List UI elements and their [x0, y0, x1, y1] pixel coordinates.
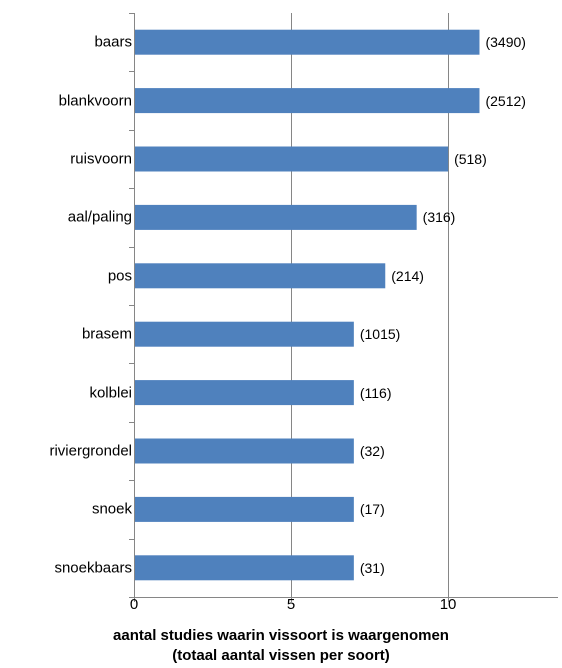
- data-label: (518): [454, 151, 487, 167]
- x-axis-title-line2: (totaal aantal vissen per soort): [172, 647, 390, 664]
- bar-ruisvoorn: [135, 146, 449, 172]
- category-label: kolblei: [89, 384, 132, 402]
- bar-brasem: [135, 321, 354, 347]
- category-label: aal/paling: [67, 208, 132, 226]
- bar-aal-paling: [135, 204, 417, 230]
- data-label: (3490): [485, 34, 526, 51]
- data-label: (316): [422, 209, 456, 226]
- category-label: brasem: [81, 325, 132, 343]
- data-label: (31): [359, 559, 385, 576]
- data-label: (17): [359, 501, 385, 518]
- x-axis-title: aantal studies waarin vissoort is waarge…: [0, 626, 562, 666]
- data-label: (32): [359, 443, 385, 459]
- bar-blankvoorn: [135, 88, 480, 114]
- category-label: ruisvoorn: [70, 150, 132, 168]
- x-tick-label: 5: [286, 596, 296, 613]
- bar-snoekbaars: [135, 555, 354, 581]
- category-label: baars: [94, 33, 132, 51]
- bar-riviergrondel: [135, 438, 354, 464]
- data-label: (2512): [485, 92, 526, 109]
- bar-kolblei: [135, 380, 354, 406]
- data-label: (1015): [359, 326, 401, 343]
- data-label: (116): [359, 384, 392, 401]
- category-label: blankvoorn: [58, 92, 132, 110]
- category-label: snoekbaars: [54, 559, 132, 577]
- data-label: (214): [391, 267, 424, 284]
- bar-baars: [135, 29, 480, 55]
- x-tick-label: 0: [129, 596, 139, 613]
- category-label: snoek: [91, 500, 132, 518]
- bar-pos: [135, 263, 386, 289]
- category-label: pos: [107, 267, 132, 285]
- x-tick-label: 10: [439, 596, 457, 613]
- bar-snoek: [135, 496, 354, 522]
- category-label: riviergrondel: [49, 442, 132, 460]
- x-axis-title-line1: aantal studies waarin vissoort is waarge…: [113, 627, 449, 644]
